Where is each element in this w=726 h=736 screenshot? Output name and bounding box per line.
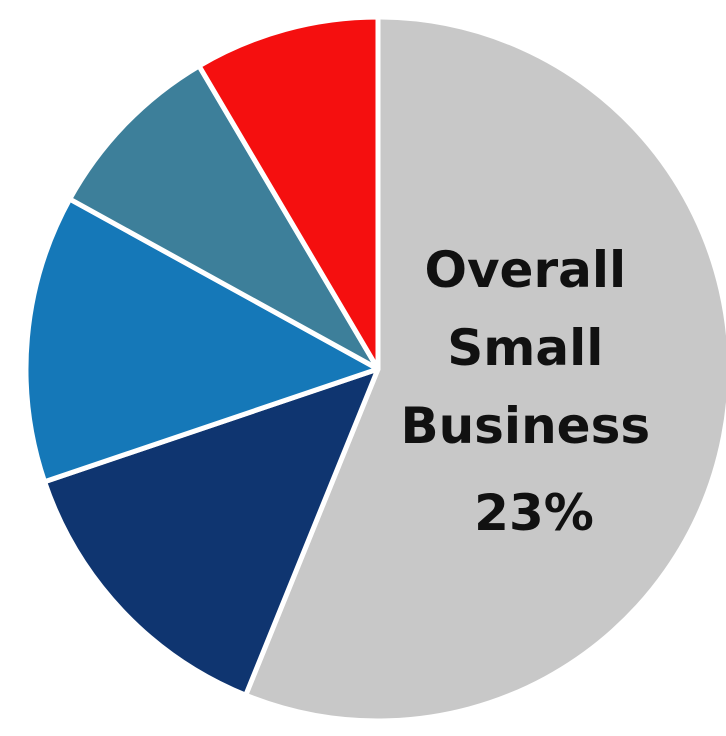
slice-label-line-1: Overall [424, 241, 626, 299]
slice-label-line-3: Business [400, 397, 650, 455]
slice-label-line-4: 23% [474, 484, 594, 542]
pie-slices [26, 17, 726, 721]
slice-label-line-2: Small [447, 319, 603, 377]
